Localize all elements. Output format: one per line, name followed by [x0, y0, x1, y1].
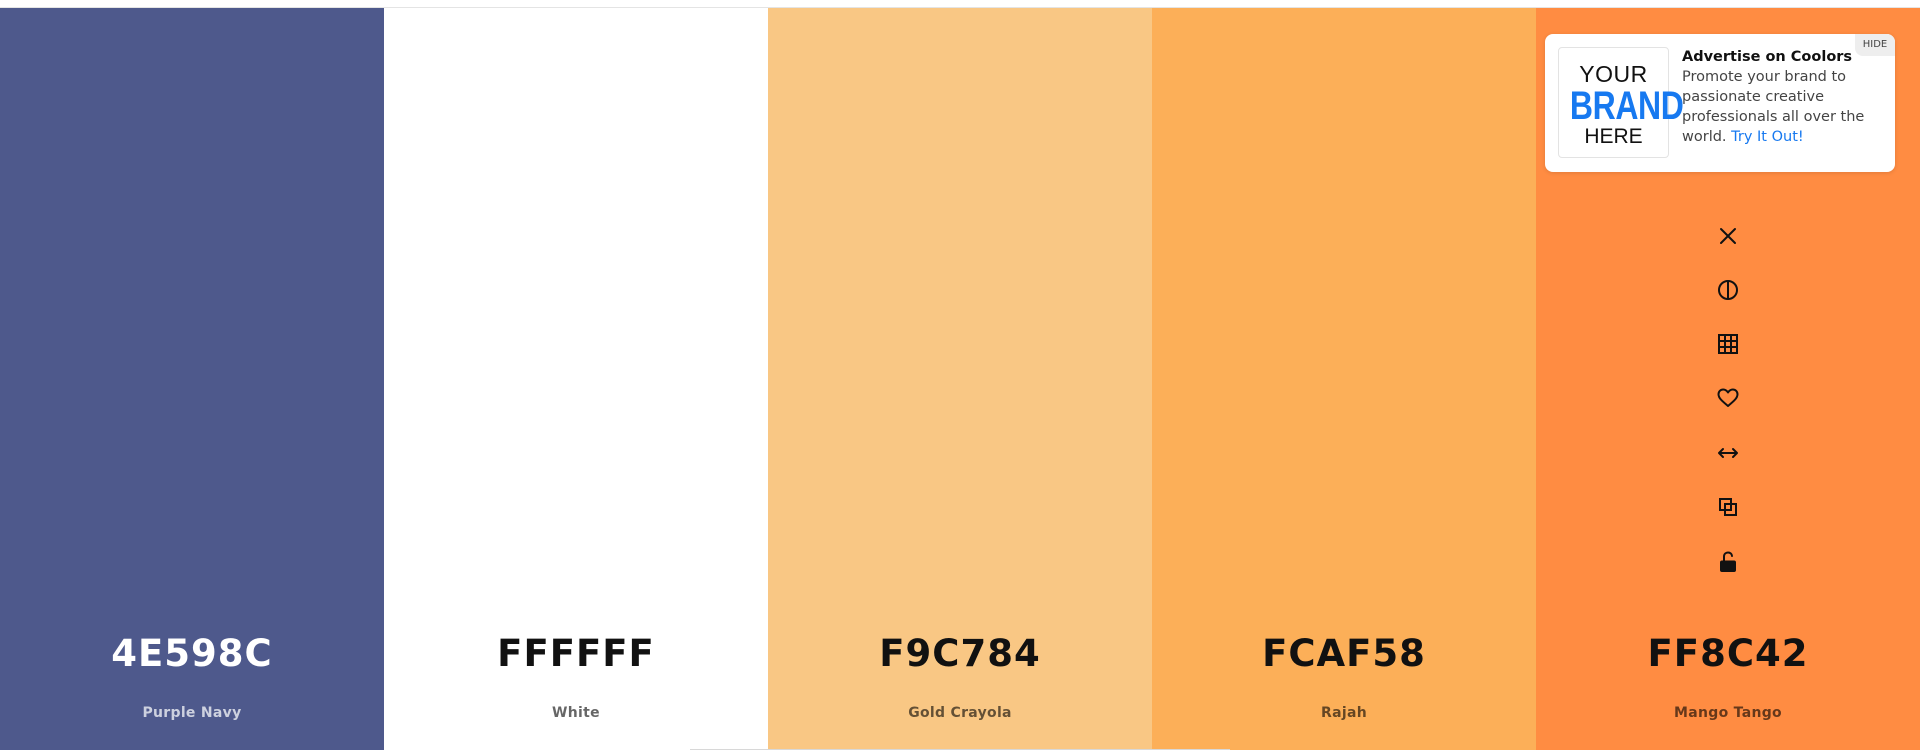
color-hex-code[interactable]: F9C784: [879, 632, 1041, 675]
color-name: Purple Navy: [142, 705, 242, 721]
drag-arrows-icon: [1718, 448, 1738, 458]
remove-color-button[interactable]: [1710, 218, 1746, 254]
color-name: Rajah: [1321, 705, 1367, 721]
ad-title: Advertise on Coolors: [1682, 49, 1853, 65]
ad-body-text: Promote your brand to passionate creativ…: [1682, 69, 1865, 145]
palette: 4E598C Purple Navy FFFFFF White F9C784 G…: [0, 8, 1920, 750]
unlock-icon: [1720, 551, 1736, 572]
color-name: Gold Crayola: [908, 705, 1012, 721]
color-hex-code[interactable]: 4E598C: [111, 632, 273, 675]
logo-line-your: YOUR: [1579, 61, 1648, 87]
view-shades-button[interactable]: [1710, 326, 1746, 362]
copy-icon: [1719, 498, 1737, 516]
color-swatch-4[interactable]: FCAF58 Rajah: [1152, 8, 1536, 750]
ad-card: YOUR BRAND HERE Advertise on Coolors Pro…: [1545, 34, 1895, 172]
drag-button[interactable]: [1710, 435, 1746, 471]
lock-color-button[interactable]: [1710, 544, 1746, 580]
ad-text: Advertise on Coolors Promote your brand …: [1682, 47, 1882, 147]
grid-icon: [1718, 334, 1738, 354]
color-name: White: [552, 705, 600, 721]
heart-icon: [1717, 388, 1739, 407]
logo-line-here: HERE: [1584, 125, 1643, 148]
brand-logo-placeholder[interactable]: YOUR BRAND HERE: [1558, 47, 1684, 158]
save-color-button[interactable]: [1710, 380, 1746, 416]
color-swatch-1[interactable]: 4E598C Purple Navy: [0, 8, 384, 750]
color-tools: [1710, 0, 1746, 750]
color-hex-code[interactable]: FF8C42: [1647, 632, 1809, 675]
ad-body: Promote your brand to passionate creativ…: [1682, 67, 1882, 147]
try-it-out-link[interactable]: Try It Out!: [1731, 129, 1804, 145]
shades-button[interactable]: [1710, 272, 1746, 308]
color-swatch-2[interactable]: FFFFFF White: [384, 8, 768, 750]
contrast-icon: [1718, 280, 1738, 300]
top-toolbar: [0, 0, 1920, 8]
color-hex-code[interactable]: FFFFFF: [497, 632, 655, 675]
logo-line-brand: BRAND: [1569, 84, 1684, 128]
close-icon: [1720, 228, 1736, 244]
color-name: Mango Tango: [1674, 705, 1782, 721]
copy-hex-button[interactable]: [1710, 489, 1746, 525]
color-hex-code[interactable]: FCAF58: [1262, 632, 1426, 675]
color-swatch-3[interactable]: F9C784 Gold Crayola: [768, 8, 1152, 750]
hide-ad-button[interactable]: HIDE: [1855, 34, 1895, 56]
